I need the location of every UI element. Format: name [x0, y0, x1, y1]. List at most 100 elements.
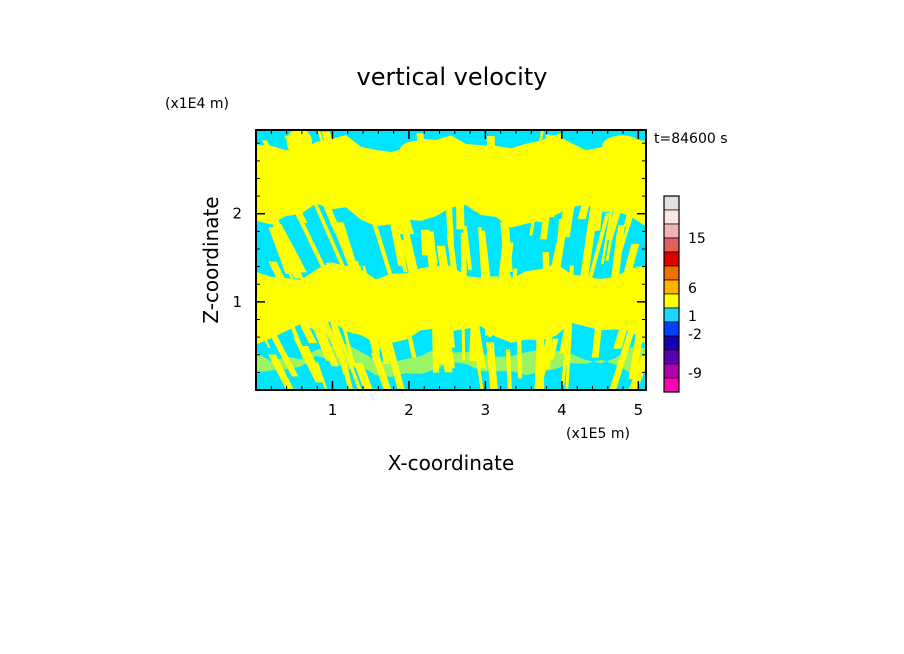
velocity-field	[256, 130, 646, 390]
colorbar-segment	[663, 223, 680, 239]
updraft-cell	[602, 135, 642, 157]
updraft-streak	[258, 326, 271, 348]
updraft-streak	[594, 168, 607, 231]
colorbar-segment	[663, 377, 680, 393]
y-axis: 12	[232, 142, 646, 373]
y-tick-label: 2	[232, 205, 242, 223]
updraft-streak	[462, 226, 473, 271]
updraft-streak	[425, 239, 438, 264]
updraft-streak	[509, 268, 518, 302]
updraft-cell	[619, 165, 639, 190]
plot-frame	[255, 129, 647, 391]
updraft-streak	[529, 197, 539, 236]
updraft-cell	[286, 130, 312, 156]
updraft-streak	[331, 285, 356, 366]
updraft-streak	[304, 182, 345, 267]
updraft-streak	[431, 304, 440, 373]
updraft-cell	[257, 170, 303, 188]
y-axis-label: Z-coordinate	[199, 196, 223, 323]
time-label: t=84600 s	[654, 131, 728, 147]
updraft-streak	[446, 235, 460, 289]
updraft-streak	[536, 161, 548, 186]
updraft-cell	[393, 186, 438, 204]
colorbar-label: -9	[688, 366, 702, 382]
updraft-streak	[370, 353, 392, 390]
colorbar-label: 15	[688, 231, 706, 247]
colorbar-label: 1	[688, 309, 697, 325]
colorbar-frame	[663, 195, 680, 393]
updraft-streak	[353, 363, 373, 390]
updraft-streak	[488, 296, 492, 338]
updraft-streak	[486, 342, 498, 390]
colorbar-segment	[663, 363, 680, 379]
updraft-streak	[500, 269, 507, 319]
updraft-cell	[310, 166, 350, 189]
updraft-streak	[322, 291, 349, 375]
chart-title: vertical velocity	[357, 63, 548, 91]
updraft-streak	[371, 168, 382, 200]
updraft-streak	[604, 206, 623, 241]
updraft-streak	[540, 178, 555, 240]
updraft-streak	[542, 251, 550, 284]
updraft-streak	[521, 188, 525, 214]
updraft-streak	[549, 194, 573, 274]
updraft-streak	[354, 261, 381, 350]
updraft-streak	[591, 300, 605, 358]
updraft-streak	[613, 266, 646, 349]
updraft-streak	[628, 356, 646, 390]
colorbar-label: 6	[688, 281, 697, 297]
x-tick-label: 1	[328, 401, 338, 419]
updraft-streak	[565, 325, 573, 390]
x-tick-label: 2	[404, 401, 414, 419]
y-tick-label: 1	[232, 293, 242, 311]
colorbar-segment	[663, 335, 680, 351]
updraft-cell	[399, 140, 433, 162]
updraft-streak	[373, 168, 383, 192]
updraft-streak	[268, 261, 318, 344]
updraft-streak	[537, 130, 544, 152]
updraft-streak	[628, 318, 646, 380]
updraft-streak	[285, 194, 300, 220]
updraft-streak	[389, 220, 407, 266]
updraft-streak	[394, 198, 422, 286]
updraft-streak	[268, 354, 295, 390]
updraft-streak	[436, 245, 450, 276]
updraft-streak	[381, 288, 395, 314]
x-unit-label: (x1E5 m)	[566, 426, 630, 442]
x-tick-label: 4	[557, 401, 567, 419]
updraft-streak	[610, 223, 631, 282]
x-axis: 1 2 3 4 5	[270, 130, 644, 419]
updraft-streak	[478, 227, 487, 310]
colorbar-segment	[663, 209, 680, 225]
updraft-streak	[304, 284, 346, 360]
updraft-streak	[398, 293, 417, 358]
x-axis-label: X-coordinate	[388, 451, 515, 475]
updraft-streak	[317, 131, 336, 178]
x-tick-label: 5	[634, 401, 644, 419]
updraft-streak	[479, 230, 494, 303]
updraft-streak	[445, 203, 454, 243]
updraft-streak	[468, 310, 487, 369]
colorbar-label: -2	[688, 327, 702, 343]
colorbar-segment	[663, 321, 680, 337]
updraft-streak	[535, 316, 545, 366]
updraft-streak	[567, 265, 574, 316]
colorbar-segment	[663, 293, 680, 309]
updraft-streak	[515, 293, 523, 379]
updraft-streak	[358, 165, 373, 192]
updraft-streak	[447, 139, 453, 198]
updraft-streak	[623, 200, 638, 227]
colorbar-segment	[663, 195, 680, 211]
updraft-streak	[441, 290, 456, 348]
updraft-streak	[605, 238, 613, 261]
updraft-streak	[272, 237, 303, 279]
updraft-cell	[586, 151, 623, 168]
updraft-streak	[277, 247, 298, 288]
updraft-streak	[609, 326, 636, 390]
updraft-streak	[361, 190, 393, 276]
updraft-streak	[362, 265, 381, 329]
colorbar-segment	[663, 349, 680, 365]
updraft-cell	[473, 158, 522, 180]
updraft-streak	[587, 212, 610, 283]
